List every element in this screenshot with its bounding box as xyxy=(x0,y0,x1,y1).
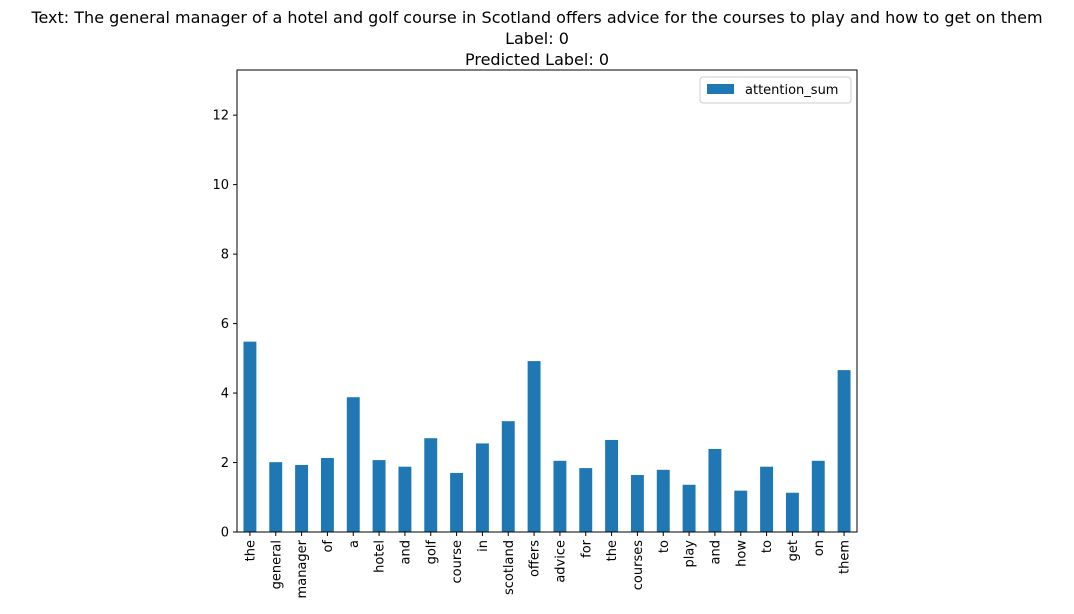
y-tick-label: 12 xyxy=(212,109,229,124)
plot-frame xyxy=(236,69,858,533)
bar-22 xyxy=(811,460,825,532)
bars-layer xyxy=(243,341,851,532)
x-tick-label: get xyxy=(786,540,801,561)
x-tick-label: a xyxy=(347,540,362,548)
title-predicted-label-line: Predicted Label: 0 xyxy=(464,50,609,69)
x-tick-label: and xyxy=(708,540,723,564)
x-tick-label: advice xyxy=(553,540,568,583)
bar-1 xyxy=(269,462,283,532)
x-tick-label: to xyxy=(657,540,672,553)
x-tick-label: them xyxy=(838,540,853,574)
bar-20 xyxy=(760,466,774,532)
x-tick-label: for xyxy=(579,539,594,558)
bar-12 xyxy=(553,460,567,532)
bar-23 xyxy=(837,370,851,532)
bar-7 xyxy=(424,438,438,532)
legend-label: attention_sum xyxy=(745,83,838,98)
y-tick-label: 10 xyxy=(212,178,229,193)
x-tick-label: scotland xyxy=(502,540,517,595)
x-tick-label: to xyxy=(760,540,775,553)
x-tick-label: on xyxy=(812,540,827,556)
x-tick-label: hotel xyxy=(373,540,388,573)
x-tick-label: of xyxy=(321,540,336,553)
bar-15 xyxy=(630,475,644,532)
x-axis: the general manager of a hotel and golf course in… xyxy=(243,532,853,598)
title-text-line: Text: The general manager of a hotel and… xyxy=(31,8,1043,27)
y-tick-label: 6 xyxy=(221,317,229,332)
legend-swatch xyxy=(707,84,734,94)
y-tick-label: 8 xyxy=(221,248,229,263)
x-tick-label: play xyxy=(683,540,698,568)
x-tick-label: the xyxy=(605,540,620,561)
y-tick-label: 0 xyxy=(221,526,229,541)
bar-14 xyxy=(605,439,619,532)
x-tick-label: course xyxy=(450,540,465,583)
x-tick-label: courses xyxy=(631,540,646,590)
bar-10 xyxy=(501,421,515,532)
bar-19 xyxy=(734,490,748,532)
bar-9 xyxy=(475,443,489,532)
bar-0 xyxy=(243,341,257,532)
x-tick-label: how xyxy=(734,540,749,567)
x-tick-label: offers xyxy=(528,540,543,577)
bar-16 xyxy=(656,469,670,532)
bar-8 xyxy=(450,472,464,532)
x-tick-label: the xyxy=(243,540,258,561)
x-tick-label: general xyxy=(269,540,284,589)
x-tick-label: manager xyxy=(295,539,310,598)
y-tick-label: 2 xyxy=(221,456,229,471)
bar-13 xyxy=(579,468,593,532)
bar-18 xyxy=(708,448,722,532)
bar-4 xyxy=(346,397,360,532)
y-axis: 0 2 4 6 8 10 12 xyxy=(212,109,237,541)
y-tick-label: 4 xyxy=(221,387,229,402)
bar-21 xyxy=(785,492,799,532)
x-tick-label: in xyxy=(476,540,491,552)
x-tick-label: golf xyxy=(424,540,439,565)
title-label-line: Label: 0 xyxy=(505,29,569,48)
bar-17 xyxy=(682,484,696,532)
bar-3 xyxy=(320,458,334,532)
bar-2 xyxy=(295,464,309,532)
x-tick-label: and xyxy=(398,540,413,564)
bar-6 xyxy=(398,466,412,532)
bar-5 xyxy=(372,460,386,532)
legend: attention_sum xyxy=(699,76,852,104)
bar-11 xyxy=(527,361,541,532)
legend-box xyxy=(699,76,852,104)
